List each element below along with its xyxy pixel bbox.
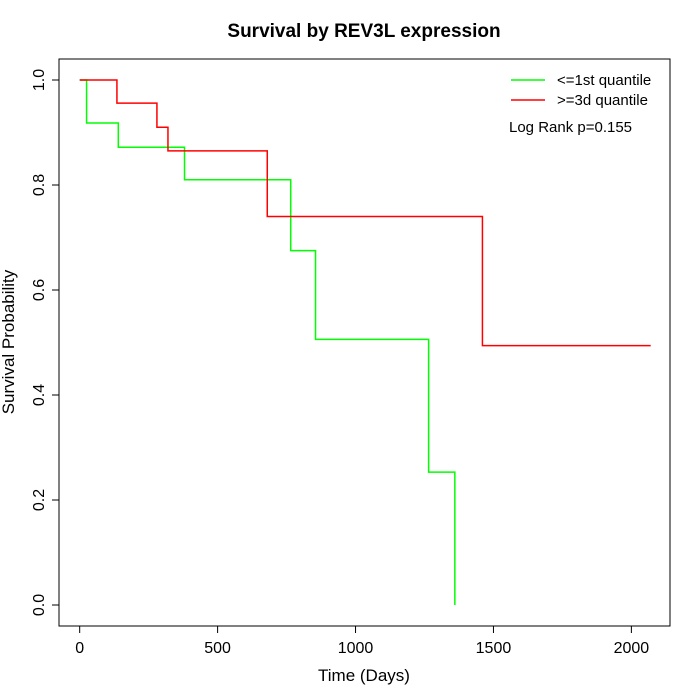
legend-label: <=1st quantile bbox=[557, 72, 651, 89]
y-tick-label: 0.6 bbox=[31, 279, 48, 301]
legend: <=1st quantile >=3d quantile bbox=[511, 72, 651, 109]
y-tick-label: 0.2 bbox=[31, 489, 48, 511]
x-tick-label: 0 bbox=[75, 640, 84, 657]
y-axis-label: Survival Probability bbox=[0, 269, 18, 414]
series-line-1 bbox=[79, 79, 456, 605]
y-tick-label: 1.0 bbox=[31, 69, 48, 91]
y-tick-label: 0.8 bbox=[31, 174, 48, 196]
log-rank-annotation: Log Rank p=0.155 bbox=[509, 119, 632, 136]
series-line-2 bbox=[79, 79, 651, 347]
x-tick-label: 2000 bbox=[614, 640, 650, 657]
x-tick-label: 1000 bbox=[338, 640, 374, 657]
y-tick-label: 0.4 bbox=[31, 384, 48, 406]
x-tick-label: 500 bbox=[204, 640, 231, 657]
series-layer bbox=[79, 79, 651, 605]
legend-label: >=3d quantile bbox=[557, 92, 648, 109]
y-tick-label: 0.0 bbox=[31, 594, 48, 616]
plot-frame bbox=[58, 58, 671, 627]
y-axis: 0.0 0.2 0.4 0.6 0.8 1.0 bbox=[31, 69, 60, 616]
x-axis-label: Time (Days) bbox=[318, 666, 410, 685]
x-tick-label: 1500 bbox=[476, 640, 512, 657]
x-axis: 0 500 1000 1500 2000 bbox=[75, 625, 650, 657]
chart-title: Survival by REV3L expression bbox=[227, 21, 500, 42]
